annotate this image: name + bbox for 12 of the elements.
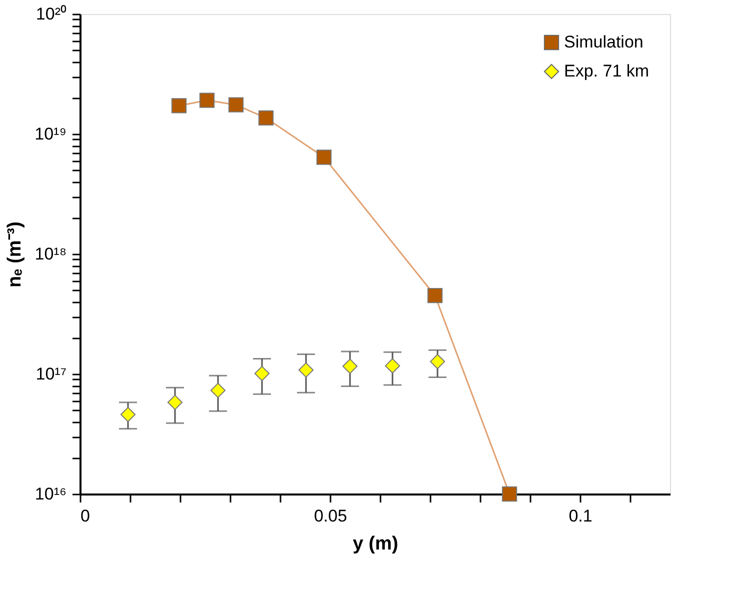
legend-label: Simulation xyxy=(564,32,644,52)
x-axis-title: y (m) xyxy=(352,534,398,554)
legend-label: Exp. 71 km xyxy=(564,62,650,80)
x-tick-label: 0.05 xyxy=(314,506,348,526)
y-tick-label: 10¹⁸ xyxy=(34,244,66,264)
y-tick-label: 10¹⁹ xyxy=(34,124,66,144)
x-tick-label: 0 xyxy=(80,506,90,526)
y-tick-label: 10¹⁶ xyxy=(34,484,66,504)
y-axis-title: nₑ (m⁻³) xyxy=(4,222,26,288)
y-tick-label: 10²⁰ xyxy=(36,4,66,24)
x-tick-label: 0.1 xyxy=(568,506,592,526)
y-tick-label: 10¹⁷ xyxy=(36,364,66,384)
